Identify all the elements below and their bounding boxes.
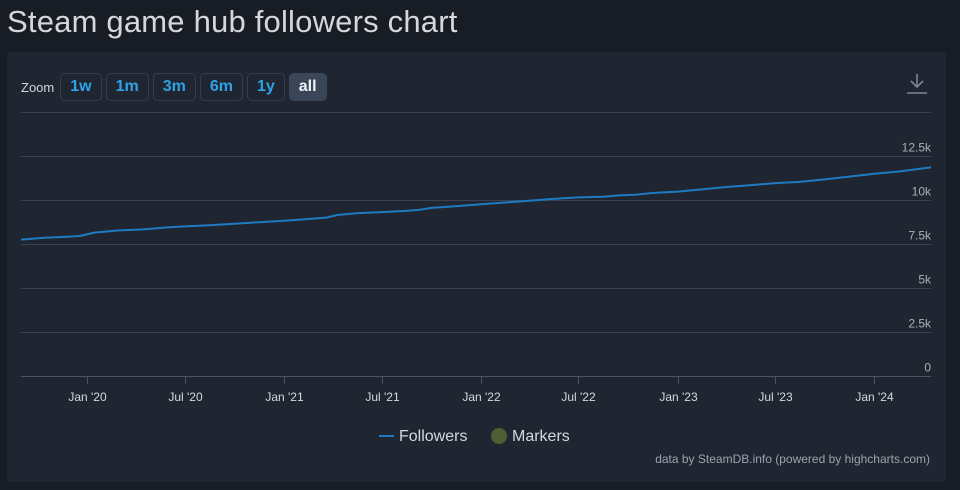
zoom-1y-button[interactable]: 1y	[246, 73, 285, 101]
y-tick-label: 0	[924, 361, 931, 375]
legend-followers-label: Followers	[399, 428, 467, 445]
zoom-6m-button[interactable]: 6m	[199, 73, 243, 101]
x-tick-label: Jan '23	[659, 390, 698, 404]
zoom-1m-button[interactable]: 1m	[105, 73, 149, 101]
zoom-all-button[interactable]: all	[288, 73, 327, 101]
zoom-bar: Zoom 1w 1m 3m 6m 1y all	[21, 72, 331, 102]
download-icon[interactable]	[905, 71, 929, 97]
page-title: Steam game hub followers chart	[7, 4, 458, 39]
zoom-label: Zoom	[21, 79, 55, 95]
y-tick-label: 2.5k	[908, 317, 932, 331]
x-tick-label: Jan '24	[855, 390, 894, 404]
grid-layer	[21, 112, 931, 377]
x-tick-label: Jan '22	[462, 390, 501, 404]
y-tick-label: 5k	[918, 273, 932, 287]
x-tick-label: Jan '21	[265, 390, 304, 404]
legend-markers-label: Markers	[512, 428, 570, 445]
y-tick-label: 10k	[912, 185, 932, 199]
y-axis-labels: 0 2.5k 5k 7.5k 10k 12.5k	[902, 141, 932, 375]
x-tick-label: Jan '20	[68, 390, 107, 404]
x-tick-label: Jul '20	[168, 390, 203, 404]
y-tick-label: 7.5k	[908, 229, 932, 243]
legend-markers-symbol	[491, 428, 507, 444]
chart-panel: Zoom 1w 1m 3m 6m 1y all 0 2.5k 5k 7.5k 10k 12…	[7, 52, 946, 482]
zoom-3m-button[interactable]: 3m	[152, 73, 196, 101]
followers-series-line	[20, 166, 932, 241]
x-tick-label: Jul '23	[758, 390, 793, 404]
x-axis: Jan '20 Jul '20 Jan '21 Jul '21 Jan '22 Jul '…	[68, 376, 894, 404]
credits-text[interactable]: data by SteamDB.info (powered by highcha…	[655, 452, 930, 466]
zoom-1w-button[interactable]: 1w	[60, 73, 102, 101]
x-tick-label: Jul '22	[561, 390, 596, 404]
x-tick-label: Jul '21	[365, 390, 400, 404]
legend: Followers Markers	[379, 428, 570, 445]
series-layer	[20, 166, 932, 241]
y-tick-label: 12.5k	[902, 141, 932, 155]
